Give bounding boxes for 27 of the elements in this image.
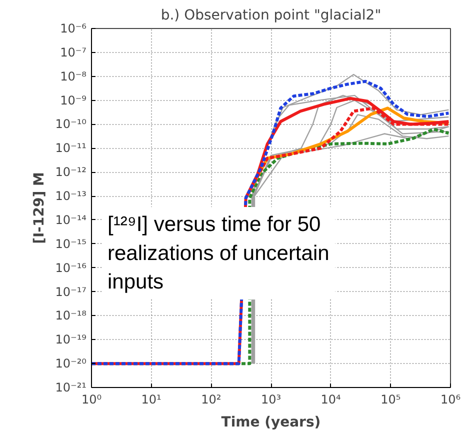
y-tick-label: 10⁻¹⁹ xyxy=(55,332,87,347)
y-tick-label: 10⁻⁸ xyxy=(60,69,87,84)
x-tick-label: 10⁰ xyxy=(81,392,102,406)
y-tick-label: 10⁻¹³ xyxy=(55,189,87,204)
x-tick-label: 10⁶ xyxy=(440,392,461,406)
y-tick-label: 10⁻⁹ xyxy=(60,93,87,108)
x-tick-label: 10⁴ xyxy=(320,392,342,406)
x-axis-title: Time (years) xyxy=(221,414,321,430)
y-tick-label: 10⁻¹² xyxy=(55,165,87,180)
x-tick-label: 10¹ xyxy=(141,392,162,406)
y-tick-label: 10⁻¹¹ xyxy=(55,141,87,156)
x-tick-label: 10⁵ xyxy=(380,392,401,406)
y-tick-label: 10⁻¹⁵ xyxy=(55,236,87,251)
y-axis-title: [I-129] M xyxy=(31,172,48,244)
chart-title: b.) Observation point "glacial2" xyxy=(160,8,382,24)
y-tick-label: 10⁻¹⁷ xyxy=(55,284,87,299)
y-tick-label: 10⁻²⁰ xyxy=(55,356,87,371)
x-tick-label: 10³ xyxy=(260,392,282,406)
y-tick-label: 10⁻⁶ xyxy=(60,22,87,36)
annotation: [¹²⁹I] versus time for 50 realizations of uncertain inputs xyxy=(108,213,330,294)
y-tick-label: 10⁻¹⁸ xyxy=(55,308,87,323)
y-tick-label: 10⁻¹⁶ xyxy=(55,260,87,275)
y-tick-label: 10⁻²¹ xyxy=(55,380,87,394)
y-tick-label: 10⁻¹⁰ xyxy=(55,117,87,132)
y-tick-label: 10⁻¹⁴ xyxy=(55,212,87,227)
x-tick-label: 10² xyxy=(201,392,222,406)
y-tick-label: 10⁻⁷ xyxy=(60,45,87,60)
